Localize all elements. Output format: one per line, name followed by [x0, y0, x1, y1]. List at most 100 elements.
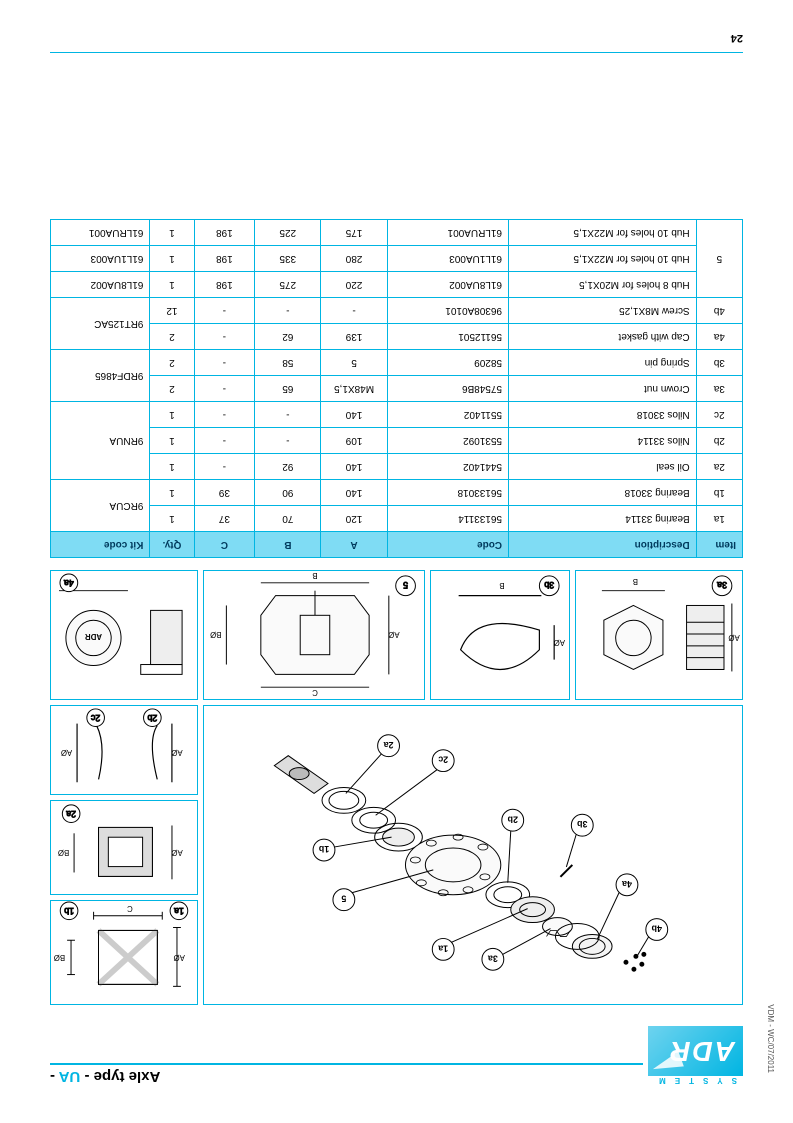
- cell-qty: 12: [150, 298, 194, 324]
- cell-a: 280: [321, 246, 387, 272]
- callout-2a-side: 2a: [66, 809, 76, 819]
- cell-b: 92: [255, 454, 321, 480]
- cell-a: 175: [321, 220, 387, 246]
- callout-2a: 2a: [383, 740, 394, 750]
- callout-2c: 2c: [438, 755, 448, 765]
- panel-bearing-section: C AØ BØ 1a 1b: [50, 900, 198, 1005]
- callout-4a-side: 4a: [64, 578, 74, 588]
- cell-code: 56112501: [387, 324, 508, 350]
- cell-desc: Screw M8X1,25: [509, 298, 697, 324]
- page-title: Axle type - UA -: [50, 1063, 643, 1085]
- brand-logo: ADR: [648, 1026, 743, 1076]
- cell-c: -: [194, 376, 255, 402]
- cell-b: 58: [255, 350, 321, 376]
- title-prefix: Axle type -: [80, 1068, 160, 1085]
- dim-a3: AØ: [171, 748, 182, 757]
- cell-item: 1b: [696, 480, 742, 506]
- cell-qty: 1: [150, 480, 194, 506]
- dim-b6: B: [312, 571, 317, 580]
- table-row: 2bNilos 331145531092109--1: [51, 428, 743, 454]
- cell-kit: 9RCUA: [51, 480, 150, 532]
- cell-a: -: [321, 298, 387, 324]
- cell-code: 57548B6: [387, 376, 508, 402]
- cell-a: 109: [321, 428, 387, 454]
- cell-c: -: [194, 402, 255, 428]
- th-a: A: [321, 532, 387, 558]
- dim-b2: BØ: [58, 848, 69, 857]
- th-b: B: [255, 532, 321, 558]
- cell-item: 4a: [696, 324, 742, 350]
- cell-b: 225: [255, 220, 321, 246]
- cell-c: 198: [194, 272, 255, 298]
- cell-kit: 9RDF4865: [51, 350, 150, 402]
- cell-qty: 2: [150, 324, 194, 350]
- cell-desc: Hub 10 holes for M22X1,5: [509, 246, 697, 272]
- th-c: C: [194, 532, 255, 558]
- dim-a4: AØ: [728, 633, 739, 642]
- cell-desc: Nilos 33114: [509, 428, 697, 454]
- cell-qty: 1: [150, 454, 194, 480]
- cell-qty: 1: [150, 428, 194, 454]
- callout-1b-side: 1b: [64, 906, 74, 916]
- cell-c: -: [194, 428, 255, 454]
- title-suffix: -: [50, 1068, 59, 1085]
- cell-a: 140: [321, 402, 387, 428]
- dim-a3b: AØ: [61, 748, 72, 757]
- cell-kit: 61LRUA001: [51, 220, 150, 246]
- th-kit: Kit code: [51, 532, 150, 558]
- cell-c: -: [194, 324, 255, 350]
- cell-a: 120: [321, 506, 387, 532]
- cell-code: 61L8UA002: [387, 272, 508, 298]
- cell-c: -: [194, 350, 255, 376]
- page-number: 24: [731, 32, 743, 44]
- side-revision-label: VDM - WC/07/2011: [766, 1004, 775, 1073]
- dim-b: BØ: [54, 953, 65, 962]
- callout-1a: 1a: [437, 943, 448, 953]
- callout-2c-side: 2c: [90, 713, 100, 723]
- callout-3a: 3a: [487, 953, 498, 963]
- cell-qty: 1: [150, 402, 194, 428]
- panel-exploded-main: 4b 4a 3b 3a 2b 1a 2c 2a 5 1b: [203, 705, 743, 1005]
- cell-qty: 1: [150, 246, 194, 272]
- cell-item: 1a: [696, 506, 742, 532]
- panel-crown-nut: AØ B 3a: [575, 570, 743, 700]
- diagram-area: 4b 4a 3b 3a 2b 1a 2c 2a 5 1b: [50, 565, 743, 1005]
- brand-block: SYSTEM ADR: [648, 1020, 743, 1085]
- panel-cap: ADR 4a: [50, 570, 198, 700]
- cell-item: 3a: [696, 376, 742, 402]
- cell-desc: Nilos 33018: [509, 402, 697, 428]
- table-row: 1aBearing 3311456133114120703719RCUA: [51, 506, 743, 532]
- cell-kit: 61L8UA002: [51, 272, 150, 298]
- panel-hub: C B AØ BØ 5: [203, 570, 425, 700]
- table-row: Hub 10 holes for M22X1,561LRUA0011752251…: [51, 220, 743, 246]
- footer-divider: [50, 52, 743, 53]
- callout-5: 5: [341, 894, 346, 904]
- cell-a: 139: [321, 324, 387, 350]
- callout-1a-side: 1a: [174, 906, 184, 916]
- cell-item: 5: [696, 220, 742, 298]
- dim-b5: B: [499, 581, 504, 590]
- cell-c: 198: [194, 220, 255, 246]
- cell-c: 39: [194, 480, 255, 506]
- cell-kit: 9RT125AC: [51, 298, 150, 350]
- panel-spring-pin: B AØ 3b: [430, 570, 570, 700]
- cell-code: 56133114: [387, 506, 508, 532]
- cell-a: 140: [321, 480, 387, 506]
- brand-system-word: SYSTEM: [648, 1076, 737, 1085]
- cell-a: 5: [321, 350, 387, 376]
- cell-qty: 2: [150, 350, 194, 376]
- svg-text:ADR: ADR: [85, 632, 102, 641]
- cell-code: 61L1UA003: [387, 246, 508, 272]
- dim-b4: B: [633, 577, 638, 586]
- cell-desc: Crown nut: [509, 376, 697, 402]
- cell-b: -: [255, 428, 321, 454]
- cell-desc: Hub 8 holes for M20X1,5: [509, 272, 697, 298]
- cell-desc: Bearing 33114: [509, 506, 697, 532]
- callout-3b: 3b: [577, 819, 588, 829]
- exploded-view-svg: 4b 4a 3b 3a 2b 1a 2c 2a 5 1b: [204, 706, 742, 1004]
- parts-table: Item Description Code A B C Qty. Kit cod…: [50, 219, 743, 558]
- cell-code: 61LRUA001: [387, 220, 508, 246]
- callout-4a: 4a: [621, 879, 632, 889]
- callout-5-side: 5: [403, 580, 408, 590]
- cell-b: 65: [255, 376, 321, 402]
